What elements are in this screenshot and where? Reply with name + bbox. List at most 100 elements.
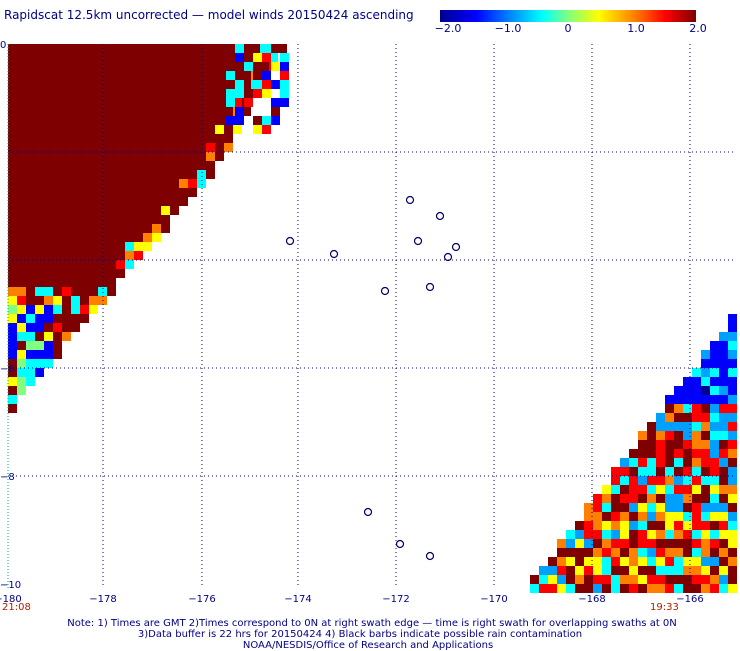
swath-cell	[629, 575, 638, 584]
swath-cell	[620, 530, 629, 539]
swath-cell	[143, 125, 152, 134]
swath-cell	[143, 62, 152, 71]
swath-cell	[8, 62, 17, 71]
swath-cell	[719, 548, 728, 557]
swath-cell	[17, 269, 26, 278]
swath-cell	[206, 80, 215, 89]
swath-cell	[620, 584, 629, 593]
swath-cell	[134, 116, 143, 125]
x-tick-label: −166	[676, 594, 704, 605]
swath-cell	[134, 134, 143, 143]
swath-cell	[53, 161, 62, 170]
swath-cell	[89, 206, 98, 215]
swath-cell	[566, 566, 575, 575]
swath-cell	[575, 566, 584, 575]
swath-cell	[62, 197, 71, 206]
swath-cell	[692, 575, 701, 584]
y-tick-label: −8	[0, 472, 15, 483]
swath-cell	[80, 71, 89, 80]
right-swath-time: 19:33	[650, 602, 679, 613]
swath-cell	[710, 530, 719, 539]
swath-cell	[710, 566, 719, 575]
swath-cell	[161, 188, 170, 197]
swath-cell	[719, 467, 728, 476]
swath-cell	[17, 152, 26, 161]
swath-cell	[235, 89, 244, 98]
swath-cell	[80, 296, 89, 305]
swath-cell	[710, 548, 719, 557]
swath-cell	[197, 143, 206, 152]
swath-cell	[629, 530, 638, 539]
swath-cell	[26, 134, 35, 143]
swath-cell	[692, 449, 701, 458]
swath-cell	[26, 188, 35, 197]
swath-cell	[179, 170, 188, 179]
swath-cell	[71, 143, 80, 152]
swath-cell	[35, 134, 44, 143]
swath-cell	[8, 350, 17, 359]
swath-cell	[152, 215, 161, 224]
swath-cell	[728, 404, 737, 413]
swath-cell	[710, 575, 719, 584]
swath-cell	[188, 71, 197, 80]
swath-cell	[692, 521, 701, 530]
swath-cell	[701, 467, 710, 476]
swath-cell	[647, 485, 656, 494]
swath-cell	[620, 521, 629, 530]
swath-cell	[152, 116, 161, 125]
swath-cell	[593, 566, 602, 575]
swath-cell	[235, 44, 244, 53]
swath-cell	[719, 341, 728, 350]
swath-cell	[17, 314, 26, 323]
y-tick-label: 0	[0, 40, 7, 51]
swath-cell	[656, 440, 665, 449]
swath-cell	[134, 107, 143, 116]
swath-cell	[17, 350, 26, 359]
swath-cell	[17, 377, 26, 386]
swath-cell	[71, 89, 80, 98]
swath-cell	[8, 188, 17, 197]
swath-cell	[53, 98, 62, 107]
swath-cell	[593, 530, 602, 539]
swath-cell	[674, 503, 683, 512]
swath-cell	[611, 494, 620, 503]
swath-cell	[71, 188, 80, 197]
swath-cell	[35, 44, 44, 53]
island-outline	[380, 286, 390, 296]
swath-cell	[728, 377, 737, 386]
swath-cell	[575, 548, 584, 557]
swath-cell	[602, 530, 611, 539]
swath-cell	[116, 197, 125, 206]
swath-cell	[719, 404, 728, 413]
swath-cell	[215, 80, 224, 89]
swath-cell	[701, 548, 710, 557]
swath-cell	[683, 467, 692, 476]
swath-cell	[188, 152, 197, 161]
swath-cell	[161, 161, 170, 170]
swath-cell	[8, 107, 17, 116]
swath-cell	[719, 449, 728, 458]
swath-cell	[226, 116, 235, 125]
swath-cell	[701, 566, 710, 575]
swath-cell	[701, 368, 710, 377]
swath-cell	[674, 458, 683, 467]
swath-cell	[62, 107, 71, 116]
swath-cell	[71, 116, 80, 125]
swath-cell	[584, 521, 593, 530]
swath-cell	[152, 98, 161, 107]
swath-cell	[620, 458, 629, 467]
swath-cell	[188, 98, 197, 107]
swath-cell	[179, 107, 188, 116]
swath-cell	[602, 557, 611, 566]
swath-cell	[98, 134, 107, 143]
swath-cell	[575, 530, 584, 539]
swath-cell	[107, 62, 116, 71]
swath-cell	[53, 314, 62, 323]
swath-cell	[280, 80, 289, 89]
swath-cell	[53, 125, 62, 134]
swath-cell	[656, 530, 665, 539]
swath-cell	[161, 116, 170, 125]
swath-cell	[17, 116, 26, 125]
swath-cell	[152, 170, 161, 179]
swath-cell	[235, 107, 244, 116]
